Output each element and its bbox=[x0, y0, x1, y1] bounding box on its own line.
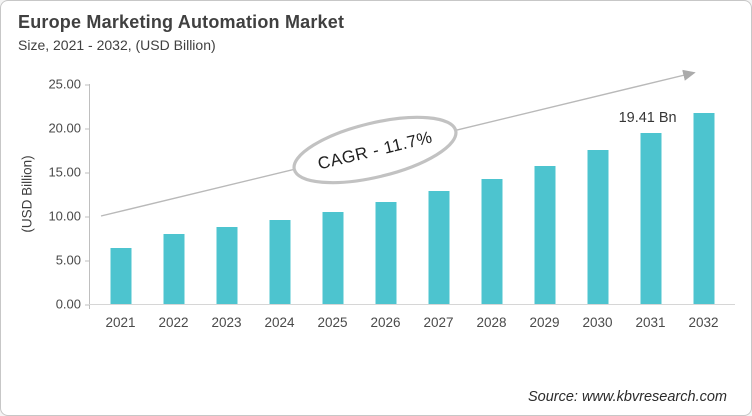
bar-slot-2022: 2022 bbox=[147, 84, 200, 330]
bar-value-label: 19.41 Bn bbox=[618, 110, 677, 127]
y-tick-label-15.00: 15.00 bbox=[23, 165, 90, 180]
bar-2024 bbox=[269, 219, 290, 304]
bar-2023 bbox=[216, 226, 237, 304]
bar-2027 bbox=[428, 191, 449, 304]
bar-2028 bbox=[481, 179, 502, 304]
y-tick-label-5.00: 5.00 bbox=[23, 253, 90, 268]
y-tick-label-25.00: 25.00 bbox=[23, 77, 90, 92]
chart-subtitle: Size, 2021 - 2032, (USD Billion) bbox=[18, 37, 216, 53]
x-tick-label-2026: 2026 bbox=[370, 315, 401, 330]
y-tick-label-0.00: 0.00 bbox=[23, 297, 90, 312]
bar-2025 bbox=[322, 211, 343, 304]
bar-slot-2021: 2021 bbox=[94, 84, 147, 330]
bar-slot-2025: 2025 bbox=[306, 84, 359, 330]
x-tick-label-2028: 2028 bbox=[476, 315, 507, 330]
chart-title: Europe Marketing Automation Market bbox=[18, 12, 345, 32]
y-tick-label-10.00: 10.00 bbox=[23, 209, 90, 224]
bar-2031 bbox=[640, 133, 661, 304]
x-tick-label-2032: 2032 bbox=[688, 315, 719, 330]
bars-container: 2021 2022 2023 2024 2025 2026 2027 2028 2029 2030… bbox=[94, 84, 730, 330]
x-tick-label-2029: 2029 bbox=[529, 315, 560, 330]
bar-slot-2027: 2027 bbox=[412, 84, 465, 330]
bar-2029 bbox=[534, 165, 555, 304]
x-tick-label-2023: 2023 bbox=[211, 315, 242, 330]
x-tick-label-2025: 2025 bbox=[317, 315, 348, 330]
y-tick-label-20.00: 20.00 bbox=[23, 121, 90, 136]
bar-2021 bbox=[110, 247, 131, 304]
x-tick-label-2031: 2031 bbox=[635, 315, 666, 330]
bar-slot-2032: 2032 bbox=[677, 84, 730, 330]
bar-slot-2026: 2026 bbox=[359, 84, 412, 330]
bar-slot-2031: 2031 19.41 Bn bbox=[619, 84, 677, 330]
bar-2022 bbox=[163, 233, 184, 304]
bar-slot-2023: 2023 bbox=[200, 84, 253, 330]
bar-2026 bbox=[375, 201, 396, 304]
bar-slot-2028: 2028 bbox=[465, 84, 518, 330]
bar-2030 bbox=[587, 150, 608, 304]
y-axis-line bbox=[89, 84, 90, 309]
x-axis-line bbox=[89, 304, 735, 305]
bar-slot-2029: 2029 bbox=[518, 84, 571, 330]
source-text: Source: www.kbvresearch.com bbox=[527, 389, 727, 405]
bar-slot-2024: 2024 bbox=[253, 84, 306, 330]
x-tick-label-2021: 2021 bbox=[105, 315, 136, 330]
bar-2032 bbox=[693, 113, 714, 304]
x-tick-label-2022: 2022 bbox=[158, 315, 189, 330]
x-tick-label-2027: 2027 bbox=[423, 315, 454, 330]
x-tick-label-2024: 2024 bbox=[264, 315, 295, 330]
x-tick-label-2030: 2030 bbox=[582, 315, 613, 330]
bar-slot-2030: 2030 bbox=[571, 84, 624, 330]
